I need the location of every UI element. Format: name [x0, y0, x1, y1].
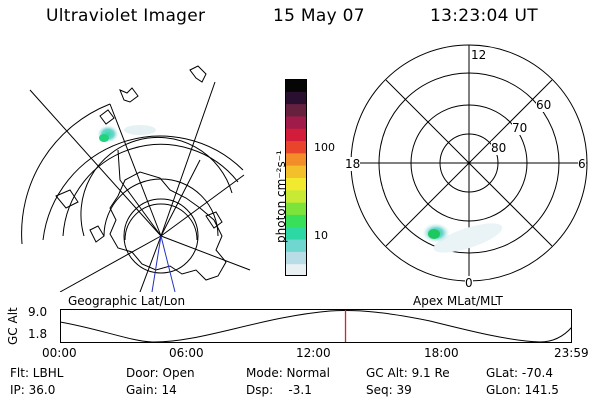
colorbar-band	[285, 165, 307, 178]
geographic-map	[21, 65, 251, 292]
instrument-title: Ultraviolet Imager	[46, 6, 206, 26]
status-filter: Flt: LBHL	[10, 366, 64, 380]
colorbar-band	[285, 189, 307, 203]
status-sequence: Seq: 39	[366, 383, 412, 397]
mlt-label-12: 12	[471, 48, 487, 62]
colorbar-band	[285, 226, 307, 240]
status-glat: GLat: -70.4	[486, 366, 553, 380]
time-tick-1800: 18:00	[424, 346, 459, 360]
status-mode: Mode: Normal	[246, 366, 330, 380]
altitude-tick-min: 1.8	[28, 327, 48, 341]
status-glon: GLon: 141.5	[486, 383, 559, 397]
mlat-label-70: 70	[512, 121, 528, 135]
colorbar-label: photon cm⁻²s⁻¹	[274, 150, 288, 243]
status-gain: Gain: 14	[126, 383, 177, 397]
observation-date: 15 May 07	[273, 6, 365, 26]
mlt-label-6: 6	[578, 157, 586, 171]
time-tick-1200: 12:00	[296, 346, 331, 360]
colorbar-border	[285, 79, 307, 276]
mlt-label-0: 0	[465, 276, 473, 290]
colorbar-band	[285, 103, 307, 117]
colorbar-band	[285, 128, 307, 142]
status-door: Door: Open	[126, 366, 195, 380]
colorbar-band	[285, 239, 307, 252]
time-tick-0600: 06:00	[169, 346, 204, 360]
time-tick-0000: 00:00	[42, 346, 77, 360]
colorbar-band	[285, 263, 307, 276]
colorbar-band	[285, 91, 307, 105]
colorbar-tick-10: 10	[314, 229, 328, 242]
status-ip: IP: 36.0	[10, 383, 56, 397]
status-dsp: Dsp: -3.1	[246, 383, 312, 397]
colorbar-band	[285, 140, 307, 154]
colorbar-band	[285, 251, 307, 265]
colorbar-band	[285, 202, 307, 215]
mlat-label-80: 80	[491, 141, 507, 155]
altitude-axis-label: GC Alt	[6, 307, 20, 345]
geographic-map-label: Geographic Lat/Lon	[68, 294, 186, 308]
colorbar-tick-100: 100	[314, 141, 335, 154]
mlt-label-18: 18	[345, 157, 361, 171]
observation-time: 13:23:04 UT	[430, 6, 538, 26]
time-tick-2359: 23:59	[554, 346, 589, 360]
altitude-tick-max: 9.0	[28, 305, 48, 319]
polar-map	[350, 44, 588, 282]
mlat-label-60: 60	[536, 98, 552, 112]
altitude-plot	[60, 309, 572, 343]
colorbar-band	[285, 177, 307, 191]
status-gc-altitude: GC Alt: 9.1 Re	[366, 366, 450, 380]
colorbar-band	[285, 214, 307, 228]
intensity-colorbar	[285, 79, 307, 276]
apex-map-label: Apex MLat/MLT	[413, 294, 503, 308]
colorbar-band	[285, 152, 307, 166]
colorbar-band	[285, 79, 307, 92]
colorbar-band	[285, 115, 307, 129]
